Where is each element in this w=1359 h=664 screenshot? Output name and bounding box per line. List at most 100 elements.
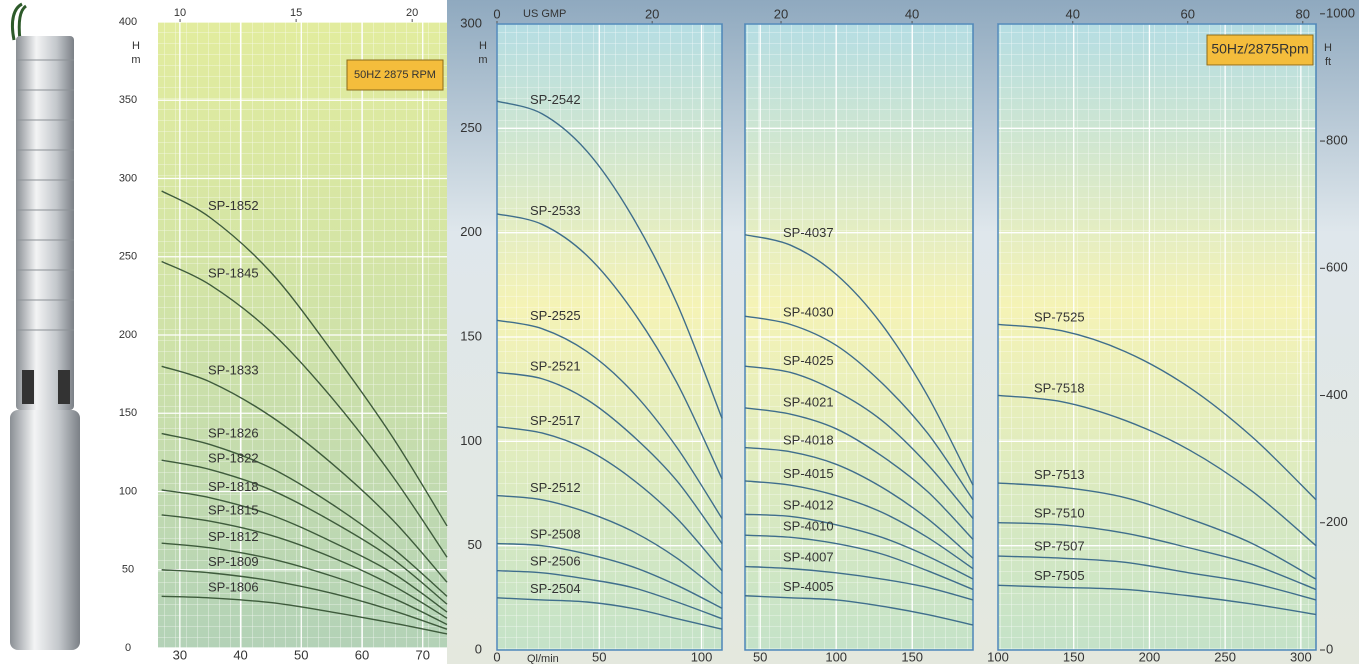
y-tick-label: 200 [460, 224, 482, 239]
curve [161, 260, 448, 558]
series-label: SP-1812 [208, 529, 259, 544]
series-label: SP-1826 [208, 425, 259, 440]
y-axis-label: H [132, 40, 140, 52]
x2-tick-label: 0 [493, 6, 500, 21]
y2-tick-label: 400 [1326, 387, 1348, 402]
curve [744, 446, 974, 559]
series-label: SP-4015 [783, 466, 834, 481]
series-label: SP-2521 [530, 359, 581, 374]
series-label: SP-2517 [530, 413, 581, 428]
x-tick-label: 250 [1214, 649, 1236, 664]
annotation-box [346, 59, 444, 91]
y-tick-label: 50 [468, 537, 482, 552]
curve [744, 407, 974, 540]
y-tick-label: 350 [119, 94, 137, 106]
curve [744, 534, 974, 591]
x2-tick-label: 80 [1296, 6, 1310, 21]
x-tick-label: 100 [987, 649, 1009, 664]
curve [997, 584, 1317, 616]
series-label: SP-7525 [1034, 309, 1085, 324]
y-axis-label: m [131, 54, 140, 66]
annotation: 50HZ 2875 RPM [354, 69, 436, 81]
plot-frame [496, 23, 723, 651]
y2-tick-label: 800 [1326, 132, 1348, 147]
series-label: SP-2533 [530, 203, 581, 218]
series-label: SP-1822 [208, 451, 259, 466]
curve [496, 100, 723, 419]
x2-tick-label: 40 [905, 6, 919, 21]
curve [496, 542, 723, 609]
curve [161, 190, 448, 527]
x-tick-label: 300 [1290, 649, 1312, 664]
curve [744, 513, 974, 580]
curve [496, 426, 723, 572]
x-tick-label: 200 [1139, 649, 1161, 664]
x2-tick-label: 15 [290, 7, 302, 19]
series-label: SP-7507 [1034, 539, 1085, 554]
y2-tick-label: 600 [1326, 260, 1348, 275]
series-label: SP-7513 [1034, 467, 1085, 482]
x2-tick-label: 20 [406, 7, 418, 19]
curve [744, 595, 974, 626]
y2-tick-label: 1000 [1326, 5, 1355, 20]
x-tick-label: 70 [415, 647, 429, 662]
series-label: SP-4021 [783, 395, 834, 410]
curve [744, 565, 974, 601]
y2-tick-label: 200 [1326, 514, 1348, 529]
series-label: SP-1833 [208, 363, 259, 378]
curve [161, 459, 448, 605]
y-tick-label: 150 [460, 328, 482, 343]
series-label: SP-4010 [783, 518, 834, 533]
x-tick-label: 100 [825, 649, 847, 664]
x-tick-label: 50 [592, 649, 606, 664]
y-tick-label: 0 [125, 642, 131, 654]
series-label: SP-2542 [530, 92, 581, 107]
curve [496, 570, 723, 620]
x-tick-label: 60 [355, 647, 369, 662]
x-tick-label: 150 [1063, 649, 1085, 664]
y-tick-label: 100 [460, 433, 482, 448]
series-label: SP-7505 [1034, 568, 1085, 583]
y-axis-label: H [479, 40, 487, 52]
series-label: SP-4030 [783, 305, 834, 320]
curve [496, 494, 723, 595]
y-tick-label: 100 [119, 485, 137, 497]
x2-tick-label: 20 [774, 6, 788, 21]
curve [997, 394, 1317, 547]
y-tick-label: 300 [460, 15, 482, 30]
series-label: SP-2512 [530, 480, 581, 495]
curve [161, 365, 448, 583]
plot-frame [744, 23, 974, 651]
annotation: 50Hz/2875Rpm [1211, 41, 1308, 57]
y2-axis-label: H [1324, 42, 1332, 54]
x-tick-label: 40 [233, 647, 247, 662]
curve [161, 489, 448, 613]
x-tick-label: 150 [901, 649, 923, 664]
curve [161, 569, 448, 630]
x2-tick-label: 40 [1066, 6, 1080, 21]
y-tick-label: 50 [122, 564, 134, 576]
curve [997, 323, 1317, 501]
annotation-box [1206, 34, 1314, 66]
series-label: SP-7518 [1034, 380, 1085, 395]
y-tick-label: 150 [119, 407, 137, 419]
curve [744, 480, 974, 570]
series-label: SP-4025 [783, 353, 834, 368]
curve [744, 365, 974, 519]
series-label: SP-2525 [530, 308, 581, 323]
y-tick-label: 0 [475, 641, 482, 656]
curve [997, 522, 1317, 591]
x2-tick-label: 60 [1181, 6, 1195, 21]
x-tick-label: 50 [294, 647, 308, 662]
y-tick-label: 250 [460, 120, 482, 135]
plot-frame [997, 23, 1317, 651]
curve [496, 213, 723, 480]
x-tick-label: 100 [691, 649, 713, 664]
curve [997, 555, 1317, 601]
x-tick-label: 0 [493, 649, 500, 664]
series-label: SP-1845 [208, 265, 259, 280]
curve [744, 315, 974, 501]
series-label: SP-1809 [208, 554, 259, 569]
